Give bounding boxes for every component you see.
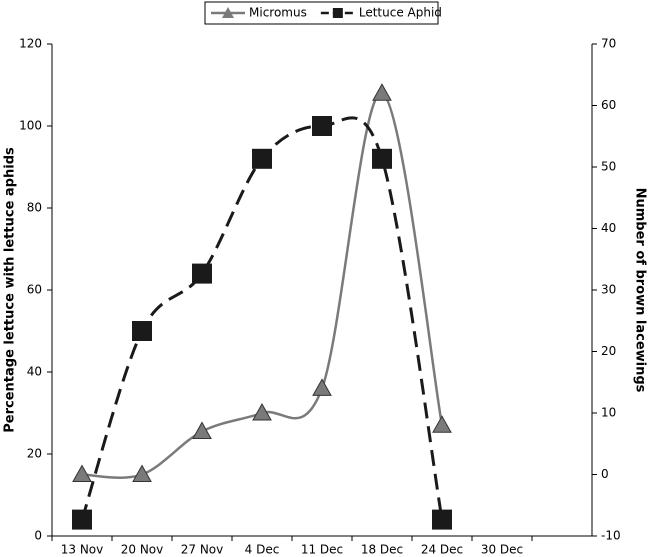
triangle-marker: [252, 402, 272, 421]
y2-tick-label: 20: [601, 344, 616, 358]
y-tick-label: 0: [34, 529, 42, 543]
triangle-marker: [192, 421, 212, 439]
square-marker: [72, 509, 92, 530]
x-tick-label: 4 Dec: [245, 543, 280, 557]
triangle-marker: [132, 464, 152, 482]
x-tick-label: 27 Nov: [181, 543, 224, 557]
triangle-marker: [372, 83, 392, 101]
y2-axis-title: Number of brown lacewings: [633, 188, 648, 393]
legend-marker: [332, 8, 343, 18]
square-marker: [132, 321, 152, 341]
y-tick-label: 20: [27, 447, 42, 461]
y2-tick-label: 0: [601, 467, 609, 481]
y2-tick-label: 70: [601, 37, 616, 51]
legend-label: Micromus: [249, 6, 307, 20]
y2-tick-label: 50: [601, 160, 616, 174]
x-tick-label: 20 Nov: [121, 543, 164, 557]
square-marker: [252, 148, 272, 169]
y2-tick-label: 40: [601, 221, 616, 235]
y-tick-label: 100: [19, 119, 42, 133]
square-marker: [432, 509, 452, 530]
y-tick-label: 120: [19, 37, 42, 51]
y2-tick-label: 10: [601, 406, 616, 420]
series-line: [80, 116, 444, 521]
x-tick-label: 18 Dec: [361, 543, 403, 557]
y2-tick-label: -10: [601, 529, 621, 543]
x-tick-label: 30 Dec: [481, 543, 523, 557]
square-marker: [192, 263, 212, 284]
x-tick-label: 11 Dec: [301, 543, 343, 557]
y-tick-label: 60: [27, 283, 42, 297]
legend-marker: [222, 7, 234, 18]
y-axis-title: Percentage lettuce with lettuce aphids: [3, 147, 18, 433]
y2-tick-label: 30: [601, 283, 616, 297]
y-tick-label: 40: [27, 365, 42, 379]
x-tick-label: 13 Nov: [61, 543, 104, 557]
triangle-marker: [72, 464, 92, 482]
y2-tick-label: 60: [601, 98, 616, 112]
triangle-marker: [312, 378, 332, 396]
legend-label: Lettuce Aphid: [359, 6, 442, 20]
y-tick-label: 80: [27, 201, 42, 215]
x-tick-label: 24 Dec: [421, 543, 463, 557]
square-marker: [312, 116, 332, 136]
square-marker: [372, 148, 392, 169]
triangle-marker: [432, 415, 452, 433]
